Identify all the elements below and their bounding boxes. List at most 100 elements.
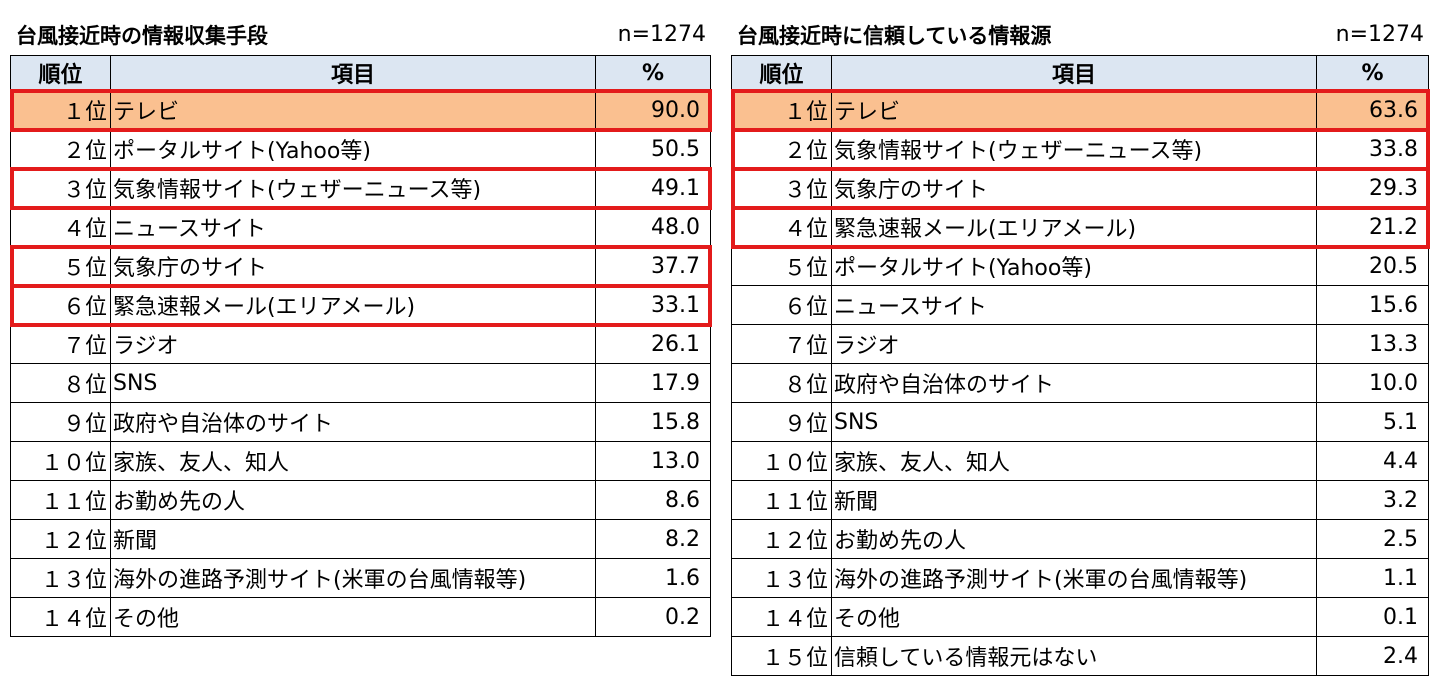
table-row: ９位 政府や自治体のサイト 15.8 xyxy=(10,402,711,442)
value-cell: 8.6 xyxy=(595,480,711,520)
value-cell: 15.6 xyxy=(1316,285,1429,325)
item-cell: 新聞 xyxy=(110,519,596,559)
item-cell: 緊急速報メール(エリアメール) xyxy=(110,285,596,325)
rank-cell: ７位 xyxy=(731,324,832,364)
rank-cell: １４位 xyxy=(731,597,832,637)
value-cell: 90.0 xyxy=(595,90,711,130)
item-cell: 家族、友人、知人 xyxy=(110,441,596,481)
rank-cell: １２位 xyxy=(10,519,111,559)
rank-cell: ６位 xyxy=(10,285,111,325)
item-cell: 政府や自治体のサイト xyxy=(831,363,1317,403)
rank-cell: ９位 xyxy=(731,402,832,442)
rank-cell: ５位 xyxy=(10,246,111,286)
ranking-table: 順位 項目 % １位 テレビ 63.6 ２位 気象情報サイト(ウェザーニュース等) 33.… xyxy=(731,55,1429,676)
value-cell: 13.0 xyxy=(595,441,711,481)
rank-cell: ２位 xyxy=(10,129,111,169)
rank-header: 順位 xyxy=(10,55,111,91)
rank-cell: １位 xyxy=(731,90,832,130)
table-row: １位 テレビ 63.6 xyxy=(731,90,1429,130)
item-cell: お勤め先の人 xyxy=(110,480,596,520)
item-cell: ポータルサイト(Yahoo等) xyxy=(831,246,1317,286)
item-cell: ラジオ xyxy=(110,324,596,364)
table-row: ７位 ラジオ 13.3 xyxy=(731,324,1429,364)
item-cell: お勤め先の人 xyxy=(831,519,1317,559)
sample-size: n=1274 xyxy=(1335,22,1424,47)
value-cell: 20.5 xyxy=(1316,246,1429,286)
rank-cell: ３位 xyxy=(731,168,832,208)
table-row: ５位 気象庁のサイト 37.7 xyxy=(10,246,711,286)
rank-cell: ９位 xyxy=(10,402,111,442)
item-cell: SNS xyxy=(110,363,596,403)
rank-cell: １４位 xyxy=(10,597,111,637)
rank-cell: １１位 xyxy=(10,480,111,520)
rank-cell: ８位 xyxy=(10,363,111,403)
rank-cell: ４位 xyxy=(731,207,832,247)
value-cell: 37.7 xyxy=(595,246,711,286)
table-row: １２位 新聞 8.2 xyxy=(10,519,711,559)
value-cell: 13.3 xyxy=(1316,324,1429,364)
value-cell: 8.2 xyxy=(595,519,711,559)
table-row: １４位 その他 0.2 xyxy=(10,597,711,637)
rank-cell: ７位 xyxy=(10,324,111,364)
item-header: 項目 xyxy=(110,55,596,91)
panel-title: 台風接近時の情報収集手段 xyxy=(16,24,268,48)
table-row: ９位 SNS 5.1 xyxy=(731,402,1429,442)
table-row: ５位 ポータルサイト(Yahoo等) 20.5 xyxy=(731,246,1429,286)
table-row: ２位 ポータルサイト(Yahoo等) 50.5 xyxy=(10,129,711,169)
sample-size: n=1274 xyxy=(617,22,706,47)
value-cell: 49.1 xyxy=(595,168,711,208)
value-cell: 1.6 xyxy=(595,558,711,598)
table-row: ７位 ラジオ 26.1 xyxy=(10,324,711,364)
rank-cell: ４位 xyxy=(10,207,111,247)
value-cell: 15.8 xyxy=(595,402,711,442)
item-cell: ラジオ xyxy=(831,324,1317,364)
table-row: １０位 家族、友人、知人 4.4 xyxy=(731,441,1429,481)
table-row: ６位 緊急速報メール(エリアメール) 33.1 xyxy=(10,285,711,325)
item-cell: SNS xyxy=(831,402,1317,442)
value-cell: 5.1 xyxy=(1316,402,1429,442)
rank-cell: １３位 xyxy=(10,558,111,598)
item-cell: 気象庁のサイト xyxy=(110,246,596,286)
value-cell: 3.2 xyxy=(1316,480,1429,520)
table-row: １１位 新聞 3.2 xyxy=(731,480,1429,520)
table-body: １位 テレビ 90.0 ２位 ポータルサイト(Yahoo等) 50.5 ３位 気象情報サイト(… xyxy=(10,90,711,637)
rank-cell: ３位 xyxy=(10,168,111,208)
item-cell: その他 xyxy=(831,597,1317,637)
panel-title: 台風接近時に信頼している情報源 xyxy=(737,24,1052,48)
value-cell: 33.8 xyxy=(1316,129,1429,169)
table-row: ８位 SNS 17.9 xyxy=(10,363,711,403)
item-cell: 気象情報サイト(ウェザーニュース等) xyxy=(110,168,596,208)
percent-header: % xyxy=(595,55,711,91)
table-row: ４位 ニュースサイト 48.0 xyxy=(10,207,711,247)
value-cell: 63.6 xyxy=(1316,90,1429,130)
item-cell: ニュースサイト xyxy=(831,285,1317,325)
value-cell: 10.0 xyxy=(1316,363,1429,403)
rank-cell: １１位 xyxy=(731,480,832,520)
table-row: ３位 気象庁のサイト 29.3 xyxy=(731,168,1429,208)
table-row: ２位 気象情報サイト(ウェザーニュース等) 33.8 xyxy=(731,129,1429,169)
rank-cell: ５位 xyxy=(731,246,832,286)
item-cell: 緊急速報メール(エリアメール) xyxy=(831,207,1317,247)
table-row: １０位 家族、友人、知人 13.0 xyxy=(10,441,711,481)
table-row: ３位 気象情報サイト(ウェザーニュース等) 49.1 xyxy=(10,168,711,208)
rank-cell: １０位 xyxy=(10,441,111,481)
table-row: １５位 信頼している情報元はない 2.4 xyxy=(731,636,1429,676)
value-cell: 21.2 xyxy=(1316,207,1429,247)
ranking-table: 順位 項目 % １位 テレビ 90.0 ２位 ポータルサイト(Yahoo等) 50.5 ３位… xyxy=(10,55,711,637)
value-cell: 26.1 xyxy=(595,324,711,364)
item-cell: 政府や自治体のサイト xyxy=(110,402,596,442)
item-cell: 気象情報サイト(ウェザーニュース等) xyxy=(831,129,1317,169)
value-cell: 4.4 xyxy=(1316,441,1429,481)
item-cell: テレビ xyxy=(110,90,596,130)
table-row: １２位 お勤め先の人 2.5 xyxy=(731,519,1429,559)
table-row: １１位 お勤め先の人 8.6 xyxy=(10,480,711,520)
percent-header: % xyxy=(1316,55,1429,91)
value-cell: 17.9 xyxy=(595,363,711,403)
table-body: １位 テレビ 63.6 ２位 気象情報サイト(ウェザーニュース等) 33.8 ３位 気象庁のサ… xyxy=(731,90,1429,676)
value-cell: 0.1 xyxy=(1316,597,1429,637)
value-cell: 2.4 xyxy=(1316,636,1429,676)
value-cell: 1.1 xyxy=(1316,558,1429,598)
table-row: １３位 海外の進路予測サイト(米軍の台風情報等) 1.1 xyxy=(731,558,1429,598)
item-cell: テレビ xyxy=(831,90,1317,130)
item-cell: 新聞 xyxy=(831,480,1317,520)
